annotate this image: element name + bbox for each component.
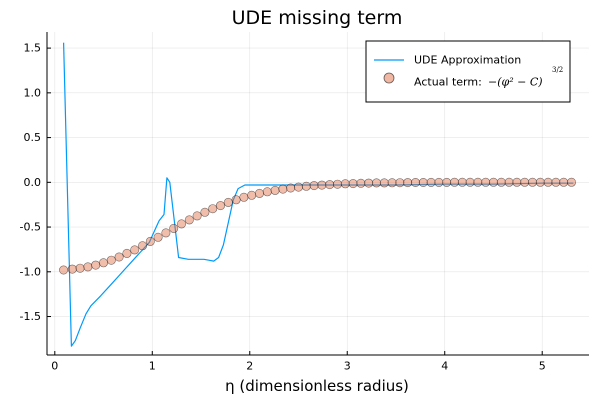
scatter-point-actual-term: [262, 187, 272, 197]
scatter-point-actual-term: [208, 204, 218, 214]
y-tick-label: -0.5: [20, 221, 41, 234]
legend: UDE Approximation Actual term: −(φ² − C)…: [365, 40, 571, 103]
scatter-point-actual-term: [527, 177, 537, 187]
scatter-point-actual-term: [481, 177, 491, 187]
scatter-point-actual-term: [231, 195, 241, 205]
scatter-point-actual-term: [91, 260, 101, 270]
scatter-point-actual-term: [449, 177, 459, 187]
x-tick-label: 4: [441, 360, 448, 373]
scatter-point-actual-term: [395, 178, 405, 188]
scatter-point-actual-term: [371, 178, 381, 188]
scatter-point-actual-term: [169, 223, 179, 233]
scatter-point-actual-term: [239, 192, 249, 202]
scatter-point-actual-term: [122, 248, 132, 258]
scatter-point-actual-term: [325, 180, 335, 190]
scatter-point-actual-term: [309, 181, 319, 191]
scatter-point-actual-term: [293, 182, 303, 192]
scatter-point-actual-term: [410, 178, 420, 188]
scatter-point-actual-term: [200, 207, 210, 217]
scatter-point-actual-term: [145, 236, 155, 246]
scatter-point-actual-term: [543, 177, 553, 187]
scatter-point-actual-term: [559, 177, 569, 187]
scatter-point-actual-term: [387, 178, 397, 188]
scatter-point-actual-term: [130, 245, 140, 255]
scatter-point-actual-term: [496, 177, 506, 187]
scatter-point-actual-term: [223, 197, 233, 207]
scatter-point-actual-term: [403, 178, 413, 188]
scatter-point-actual-term: [67, 264, 77, 274]
scatter-point-actual-term: [216, 201, 226, 211]
y-tick-label: 0.0: [24, 176, 42, 189]
scatter-point-actual-term: [551, 177, 561, 187]
scatter-point-actual-term: [488, 177, 498, 187]
axes: [46, 32, 589, 356]
scatter-point-actual-term: [161, 228, 171, 238]
scatter-point-actual-term: [255, 188, 265, 198]
scatter-point-actual-term: [434, 177, 444, 187]
y-tick-label: 1.0: [24, 86, 42, 99]
scatter-point-actual-term: [278, 184, 288, 194]
scatter-point-actual-term: [184, 215, 194, 225]
scatter-point-actual-term: [356, 178, 366, 188]
scatter-point-actual-term: [465, 177, 475, 187]
legend-marker-swatch: [383, 72, 395, 84]
scatter-point-actual-term: [99, 258, 109, 268]
scatter-point-actual-term: [426, 177, 436, 187]
scatter-point-actual-term: [192, 211, 202, 221]
scatter-point-actual-term: [247, 190, 257, 200]
scatter-point-actual-term: [473, 177, 483, 187]
scatter-point-actual-term: [520, 177, 530, 187]
scatter-point-actual-term: [332, 179, 342, 189]
scatter-point-actual-term: [59, 265, 69, 275]
scatter-point-actual-term: [457, 177, 467, 187]
legend-label-actual: Actual term:: [414, 76, 482, 89]
chart-title: UDE missing term: [232, 7, 403, 29]
y-tick-label: 0.5: [24, 131, 42, 144]
legend-box: [365, 40, 571, 103]
scatter-point-actual-term: [106, 255, 116, 265]
scatter-point-actual-term: [566, 177, 576, 187]
scatter-point-actual-term: [442, 177, 452, 187]
y-tick-label: -1.0: [20, 265, 41, 278]
x-tick-label: 3: [344, 360, 351, 373]
scatter-point-actual-term: [75, 263, 85, 273]
y-tick-label: -1.5: [20, 310, 41, 323]
x-tick-label: 2: [246, 360, 253, 373]
scatter-point-actual-term: [153, 232, 163, 242]
series-line-ude-approximation: [63, 42, 574, 347]
plot-area: [59, 42, 576, 347]
scatter-point-actual-term: [364, 178, 374, 188]
scatter-point-actual-term: [418, 178, 428, 188]
x-tick-label: 5: [539, 360, 546, 373]
legend-label-ude: UDE Approximation: [414, 54, 521, 67]
scatter-point-actual-term: [177, 219, 187, 229]
scatter-point-actual-term: [270, 185, 280, 195]
y-tick-label: 1.5: [24, 42, 42, 55]
scatter-point-actual-term: [301, 181, 311, 191]
scatter-point-actual-term: [340, 179, 350, 189]
scatter-point-actual-term: [379, 178, 389, 188]
scatter-point-actual-term: [317, 180, 327, 190]
x-axis-label: η (dimensionless radius): [225, 377, 409, 395]
scatter-point-actual-term: [114, 252, 124, 262]
legend-exponent: 3/2: [552, 66, 563, 74]
scatter-point-actual-term: [83, 262, 93, 272]
scatter-point-actual-term: [535, 177, 545, 187]
tick-labels: 0 1 2 3 4 5 1.5 1.0 0.5 0.0 -0.5 -1.0 -1.5: [20, 42, 546, 373]
legend-formula: −(φ² − C): [488, 76, 543, 89]
x-tick-label: 0: [51, 360, 58, 373]
scatter-point-actual-term: [286, 183, 296, 193]
x-tick-label: 1: [149, 360, 156, 373]
scatter-point-actual-term: [138, 241, 148, 251]
scatter-point-actual-term: [348, 179, 358, 189]
scatter-point-actual-term: [504, 177, 514, 187]
scatter-point-actual-term: [512, 177, 522, 187]
